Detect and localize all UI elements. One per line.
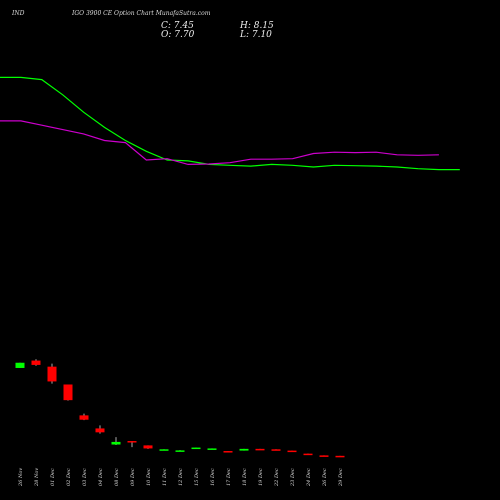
candle-body xyxy=(15,362,25,368)
x-tick-label: 23 Dec xyxy=(290,468,296,487)
low-value: L: 7.10 xyxy=(240,30,272,40)
x-tick-label: 11 Dec xyxy=(162,468,168,486)
x-tick-label: 16 Dec xyxy=(210,468,216,486)
x-tick-label: 08 Dec xyxy=(114,468,120,486)
symbol-label: IND xyxy=(12,10,25,17)
x-tick-label: 01 Dec xyxy=(50,468,56,486)
candle-body xyxy=(95,428,105,433)
candle-body xyxy=(143,445,153,449)
candle-body xyxy=(127,441,137,443)
x-tick-label: 26 Nov xyxy=(18,468,24,487)
candle-body xyxy=(271,449,281,451)
candle-body xyxy=(319,455,329,457)
candle-body xyxy=(239,448,249,451)
x-tick-label: 26 Dec xyxy=(322,468,328,487)
x-tick-label: 02 Dec xyxy=(66,468,72,486)
ma-fast-line xyxy=(0,76,460,171)
x-axis-labels: 26 Nov 28 Nov 01 Dec 02 Dec 03 Dec 04 Dec 08 D… xyxy=(18,468,344,487)
candle-body xyxy=(63,384,73,401)
candle-body xyxy=(159,449,169,451)
x-tick-label: 22 Dec xyxy=(274,468,280,487)
candle-body xyxy=(191,447,201,450)
candle-body xyxy=(223,451,233,453)
x-tick-label: 10 Dec xyxy=(146,468,152,486)
candle-body xyxy=(47,366,57,382)
candle-body xyxy=(255,448,265,451)
candle-body xyxy=(335,455,345,458)
x-tick-label: 18 Dec xyxy=(242,468,248,486)
close-value: C: 7.45 xyxy=(161,21,194,31)
candles-layer xyxy=(15,359,345,458)
candle-body xyxy=(31,360,41,365)
x-tick-label: 15 Dec xyxy=(194,468,200,486)
x-tick-label: 09 Dec xyxy=(130,468,136,486)
candle-body xyxy=(207,448,217,450)
x-tick-label: 04 Dec xyxy=(98,468,104,486)
candle-body xyxy=(111,441,121,445)
candle-body xyxy=(79,415,89,420)
moving-average-layer xyxy=(0,76,460,171)
x-tick-label: 17 Dec xyxy=(226,468,232,486)
high-value: H: 8.15 xyxy=(240,21,274,31)
candle-body xyxy=(287,450,297,453)
candle-body xyxy=(175,450,185,452)
chart-title: IGO 3900 CE Option Chart MunafaSutra.com xyxy=(72,10,211,17)
candle-body xyxy=(303,453,313,456)
x-tick-label: 19 Dec xyxy=(258,468,264,486)
x-tick-label: 12 Dec xyxy=(178,468,184,486)
open-value: O: 7.70 xyxy=(161,30,195,40)
x-tick-label: 24 Dec xyxy=(306,468,312,487)
ma-slow-line xyxy=(0,120,439,166)
x-tick-label: 28 Nov xyxy=(34,468,40,487)
x-tick-label: 03 Dec xyxy=(82,468,88,486)
x-tick-label: 29 Dec xyxy=(338,468,344,487)
